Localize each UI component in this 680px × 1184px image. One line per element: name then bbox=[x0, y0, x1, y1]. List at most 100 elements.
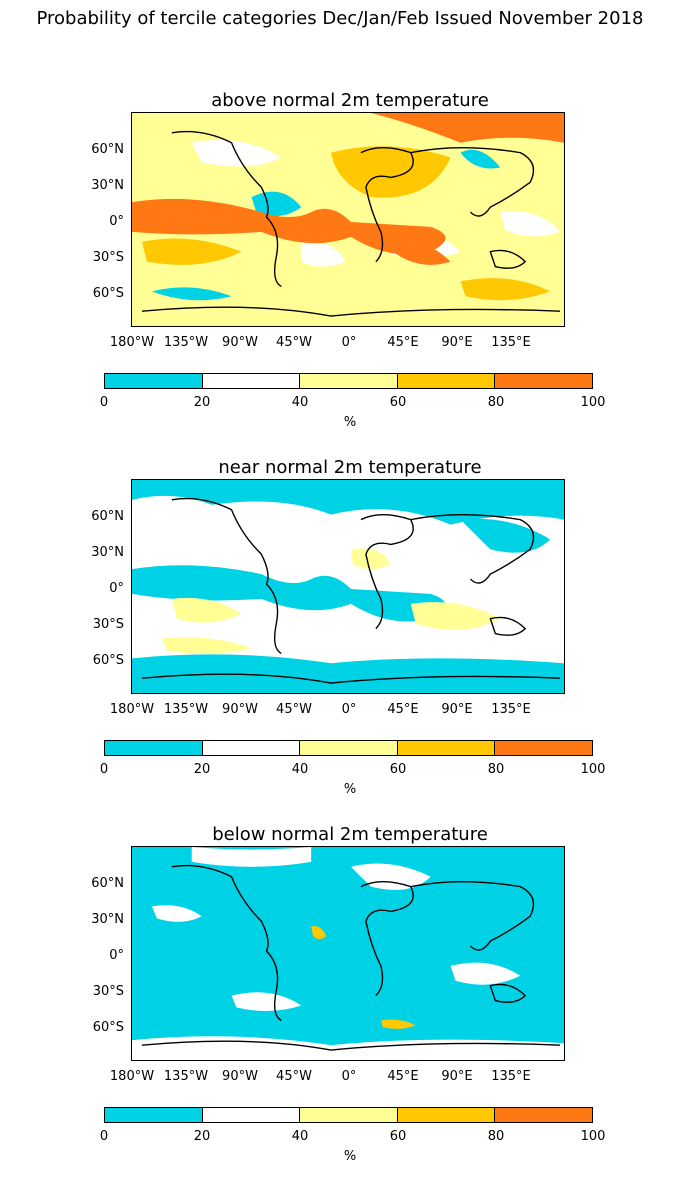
colorbar-segment bbox=[105, 1108, 203, 1122]
colorbar-tick: 0 bbox=[99, 1129, 109, 1144]
panel-title: below normal 2m temperature bbox=[212, 824, 488, 845]
colorbar-tick: 100 bbox=[580, 1129, 606, 1144]
lon-label: 45°E bbox=[387, 1069, 419, 1084]
colorbar-tick: 20 bbox=[193, 1129, 211, 1144]
lon-label: 90°E bbox=[441, 335, 473, 350]
coastlines bbox=[141, 864, 561, 1051]
lon-label: 135°E bbox=[491, 1069, 531, 1084]
lon-label: 45°W bbox=[276, 702, 312, 717]
coastlines bbox=[141, 497, 561, 684]
lat-label: 60°N bbox=[91, 509, 124, 524]
colorbar-unit: % bbox=[343, 1149, 357, 1164]
panel-title: above normal 2m temperature bbox=[211, 90, 489, 111]
lon-label: 135°E bbox=[491, 335, 531, 350]
field-low bbox=[132, 480, 564, 693]
colorbar-segment bbox=[397, 374, 496, 388]
lon-label: 180°W bbox=[109, 702, 155, 717]
lon-label: 135°W bbox=[163, 702, 209, 717]
colorbar-segment bbox=[202, 741, 301, 755]
map-svg bbox=[132, 113, 564, 326]
field-mid bbox=[132, 847, 564, 1060]
colorbar-segment bbox=[105, 741, 203, 755]
colorbar-segment bbox=[495, 1108, 592, 1122]
lat-label: 30°N bbox=[91, 545, 124, 560]
lat-label: 30°S bbox=[92, 617, 124, 632]
lon-label: 0° bbox=[341, 335, 357, 350]
colorbar-tick: 80 bbox=[487, 1129, 505, 1144]
lat-label: 30°N bbox=[91, 178, 124, 193]
colorbar-tick: 100 bbox=[580, 395, 606, 410]
colorbar-segment bbox=[495, 374, 592, 388]
colorbar-tick: 40 bbox=[291, 1129, 309, 1144]
colorbar-tick: 80 bbox=[487, 395, 505, 410]
colorbar-segment bbox=[495, 741, 592, 755]
colorbar-tick: 0 bbox=[99, 762, 109, 777]
panel-title: near normal 2m temperature bbox=[218, 457, 482, 478]
lon-label: 0° bbox=[341, 1069, 357, 1084]
colorbar-segment bbox=[397, 1108, 496, 1122]
map-background bbox=[132, 847, 564, 1060]
colorbar bbox=[104, 1107, 593, 1123]
colorbar-tick: 80 bbox=[487, 762, 505, 777]
colorbar-unit: % bbox=[343, 782, 357, 797]
colorbar-segment bbox=[397, 741, 496, 755]
colorbar-tick: 60 bbox=[389, 762, 407, 777]
colorbar-tick: 100 bbox=[580, 762, 606, 777]
map-below-normal bbox=[131, 846, 565, 1061]
lon-label: 45°E bbox=[387, 335, 419, 350]
colorbar-segment bbox=[300, 741, 398, 755]
lon-label: 135°W bbox=[163, 335, 209, 350]
map-above-normal bbox=[131, 112, 565, 327]
coastlines bbox=[141, 130, 561, 317]
colorbar-tick: 40 bbox=[291, 395, 309, 410]
colorbar-segment bbox=[300, 1108, 398, 1122]
colorbar bbox=[104, 373, 593, 389]
field-very-high bbox=[132, 113, 564, 265]
colorbar-segment bbox=[202, 1108, 301, 1122]
field-mid bbox=[191, 139, 561, 267]
field-mid bbox=[161, 548, 501, 654]
lon-label: 90°E bbox=[441, 702, 473, 717]
lat-label: 60°N bbox=[91, 142, 124, 157]
lon-label: 180°W bbox=[109, 1069, 155, 1084]
colorbar-tick: 0 bbox=[99, 395, 109, 410]
lon-label: 90°W bbox=[222, 1069, 258, 1084]
lat-label: 0° bbox=[109, 581, 124, 596]
colorbar-tick: 60 bbox=[389, 1129, 407, 1144]
colorbar-tick: 60 bbox=[389, 395, 407, 410]
panel-near-normal: near normal 2m temperature 60°N 30°N 0° … bbox=[0, 457, 680, 817]
panel-above-normal: above normal 2m temperature 60°N 30°N 0°… bbox=[0, 90, 680, 450]
lat-label: 0° bbox=[109, 214, 124, 229]
lat-label: 60°N bbox=[91, 876, 124, 891]
lat-label: 60°S bbox=[92, 286, 124, 301]
lat-label: 60°S bbox=[92, 1020, 124, 1035]
lon-label: 45°W bbox=[276, 1069, 312, 1084]
map-svg bbox=[132, 480, 564, 693]
map-near-normal bbox=[131, 479, 565, 694]
lon-label: 90°W bbox=[222, 702, 258, 717]
lat-label: 0° bbox=[109, 948, 124, 963]
lat-label: 60°S bbox=[92, 653, 124, 668]
field-high bbox=[141, 146, 551, 301]
figure-title: Probability of tercile categories Dec/Ja… bbox=[36, 8, 644, 29]
lat-label: 30°S bbox=[92, 250, 124, 265]
colorbar-tick: 20 bbox=[193, 762, 211, 777]
colorbar-segment bbox=[105, 374, 203, 388]
map-svg bbox=[132, 847, 564, 1060]
lon-label: 90°E bbox=[441, 1069, 473, 1084]
panel-below-normal: below normal 2m temperature 60°N 30°N 0°… bbox=[0, 824, 680, 1184]
colorbar bbox=[104, 740, 593, 756]
lon-label: 135°W bbox=[163, 1069, 209, 1084]
colorbar-segment bbox=[202, 374, 301, 388]
colorbar-tick: 40 bbox=[291, 762, 309, 777]
field-high-spot bbox=[311, 925, 416, 1029]
lon-label: 0° bbox=[341, 702, 357, 717]
lon-label: 90°W bbox=[222, 335, 258, 350]
lat-label: 30°S bbox=[92, 984, 124, 999]
lon-label: 45°E bbox=[387, 702, 419, 717]
colorbar-tick: 20 bbox=[193, 395, 211, 410]
lat-label: 30°N bbox=[91, 912, 124, 927]
colorbar-unit: % bbox=[343, 415, 357, 430]
lon-label: 45°W bbox=[276, 335, 312, 350]
lon-label: 180°W bbox=[109, 335, 155, 350]
